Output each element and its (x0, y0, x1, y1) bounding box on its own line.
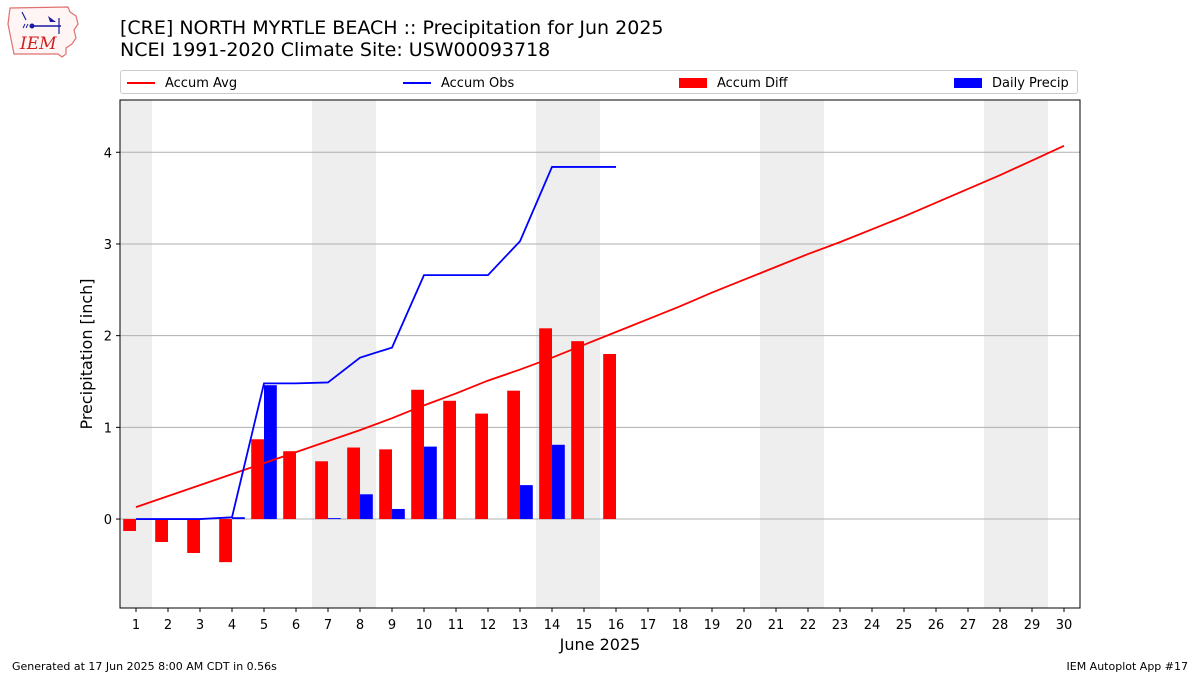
chart-title: [CRE] NORTH MYRTLE BEACH :: Precipitatio… (120, 17, 664, 39)
x-tick-label: 11 (448, 618, 465, 633)
legend-swatch-daily-precip (954, 78, 982, 88)
accum-lines (135, 145, 1065, 520)
iem-logo: IEM (6, 4, 82, 60)
gridlines (120, 151, 1080, 520)
accum-diff-bar (251, 439, 264, 520)
daily-precip-bars (232, 385, 565, 520)
chart-subtitle: NCEI 1991-2020 Climate Site: USW00093718 (120, 39, 551, 61)
x-tick-label: 2 (164, 618, 172, 633)
y-tick-label: 0 (104, 513, 112, 528)
legend-item-accum-diff: Accum Diff (679, 74, 788, 92)
logo-text: IEM (19, 34, 57, 54)
x-tick-label: 17 (640, 618, 657, 633)
x-tick-label: 13 (512, 618, 529, 633)
x-tick-label: 30 (1056, 618, 1073, 633)
x-tick-label: 21 (768, 618, 785, 633)
x-tick-label: 8 (356, 618, 364, 633)
x-tick-label: 1 (132, 618, 140, 633)
accum-diff-bars (123, 328, 616, 563)
accum-avg-line (135, 145, 1065, 508)
x-tick-label: 19 (704, 618, 721, 633)
daily-precip-bar (392, 508, 405, 520)
app-credit: IEM Autoplot App #17 (1066, 660, 1189, 673)
accum-diff-bar (507, 390, 520, 520)
accum-diff-bar (379, 449, 392, 520)
accum-diff-bar (187, 519, 200, 553)
y-axis-label: Precipitation [inch] (77, 278, 96, 429)
legend-label-accum-avg: Accum Avg (165, 75, 238, 91)
x-tick-label: 28 (992, 618, 1009, 633)
accum-diff-bar (155, 519, 168, 542)
legend-swatch-accum-obs (403, 82, 431, 84)
daily-precip-bar (328, 518, 341, 520)
daily-precip-bar (232, 517, 245, 520)
legend-label-daily-precip: Daily Precip (992, 75, 1069, 91)
x-tick-label: 7 (324, 618, 332, 633)
legend: Accum Avg Accum Obs Accum Diff Daily Pre… (120, 70, 1078, 94)
legend-label-accum-obs: Accum Obs (441, 75, 515, 91)
legend-swatch-accum-diff (679, 78, 707, 88)
accum-diff-bar (571, 341, 584, 520)
weekend-shading (120, 100, 1048, 608)
accum-diff-bar (219, 519, 232, 563)
accum-diff-bar (443, 400, 456, 520)
weekend-shade (984, 100, 1048, 608)
x-tick-label: 27 (960, 618, 977, 633)
x-tick-label: 18 (672, 618, 689, 633)
accum-diff-bar (315, 461, 328, 520)
legend-item-daily-precip: Daily Precip (954, 74, 1069, 92)
daily-precip-bar (360, 494, 373, 520)
legend-item-accum-avg: Accum Avg (127, 74, 237, 92)
accum-diff-bar (603, 354, 616, 520)
legend-label-accum-diff: Accum Diff (717, 75, 788, 91)
accum-diff-bar (283, 451, 296, 520)
accum-diff-bar (475, 413, 488, 520)
daily-precip-bar (264, 385, 277, 520)
weekend-shade (120, 100, 152, 608)
x-axis-label: June 2025 (559, 635, 641, 654)
y-tick-label: 1 (104, 421, 112, 436)
plot-frame (119, 99, 1081, 609)
legend-swatch-accum-avg (127, 82, 155, 84)
accum-diff-bar (123, 519, 136, 531)
x-tick-label: 29 (1024, 618, 1041, 633)
x-tick-label: 22 (800, 618, 817, 633)
x-tick-label: 10 (416, 618, 433, 633)
x-tick-label: 16 (608, 618, 625, 633)
x-tick-label: 4 (228, 618, 236, 633)
x-tick-label: 9 (388, 618, 396, 633)
x-tick-label: 14 (544, 618, 561, 633)
x-tick-label: 6 (292, 618, 300, 633)
accum-diff-bar (539, 328, 552, 520)
x-tick-label: 15 (576, 618, 593, 633)
x-tick-label: 26 (928, 618, 945, 633)
y-tick-label: 3 (104, 238, 112, 253)
x-tick-label: 23 (832, 618, 849, 633)
weekend-shade (312, 100, 376, 608)
accum-diff-bar (347, 447, 360, 520)
x-axis-ticks: 1 2 3 4 5 6 7 8 9 10 11 12 13 14 15 16 17 18 19 20 21 22 23 24 2… (132, 608, 1072, 633)
x-tick-label: 3 (196, 618, 204, 633)
daily-precip-bar (552, 444, 565, 520)
y-axis-ticks: 0 1 2 3 4 (104, 146, 120, 528)
x-tick-label: 20 (736, 618, 753, 633)
weekend-shade (760, 100, 824, 608)
daily-precip-bar (424, 446, 437, 520)
x-tick-label: 5 (260, 618, 268, 633)
x-tick-label: 12 (480, 618, 497, 633)
accum-diff-bar (411, 389, 424, 520)
y-tick-label: 2 (104, 330, 112, 345)
legend-item-accum-obs: Accum Obs (403, 74, 514, 92)
y-tick-label: 4 (104, 146, 112, 161)
daily-precip-bar (520, 485, 533, 520)
x-tick-label: 24 (864, 618, 881, 633)
generated-timestamp: Generated at 17 Jun 2025 8:00 AM CDT in … (12, 660, 277, 673)
accum-obs-line (136, 166, 616, 520)
x-tick-label: 25 (896, 618, 913, 633)
